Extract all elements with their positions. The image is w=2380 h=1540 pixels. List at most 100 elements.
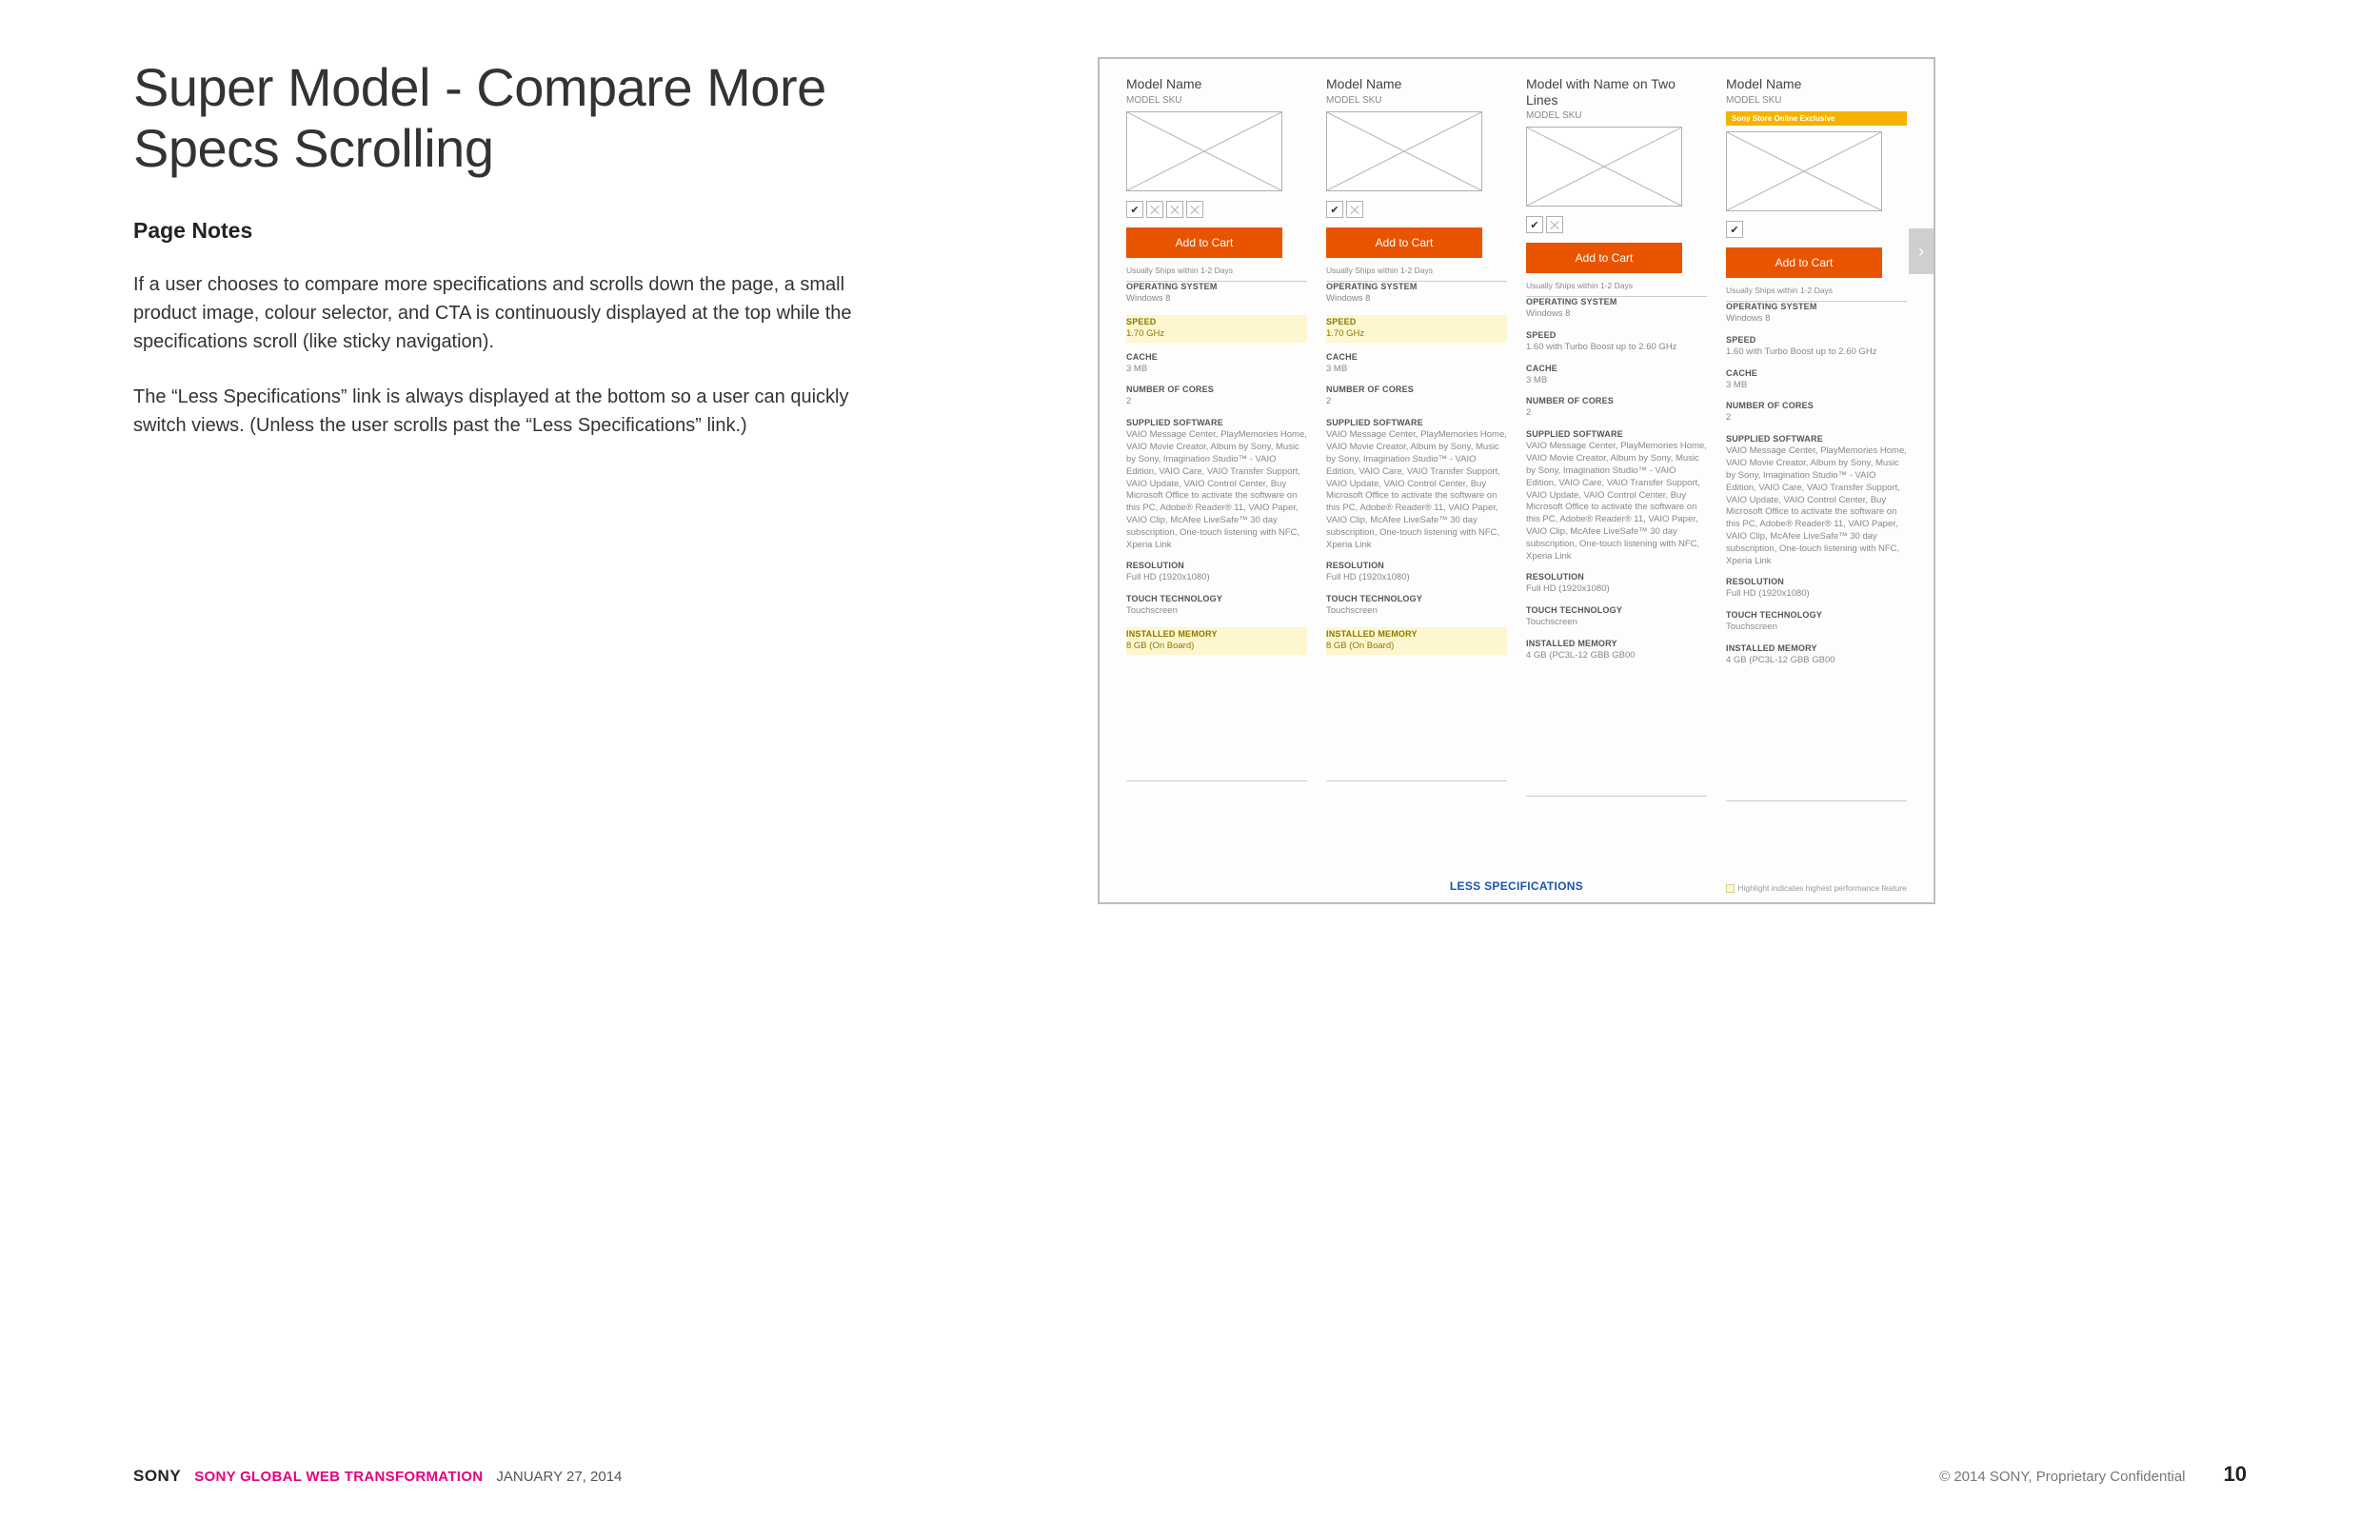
spec-value: Full HD (1920x1080) [1726, 588, 1907, 601]
shipping-note: Usually Ships within 1-2 Days [1326, 266, 1507, 275]
color-swatch[interactable] [1546, 216, 1563, 233]
spec-row: INSTALLED MEMORY 8 GB (On Board) [1326, 627, 1507, 655]
color-swatch-selected[interactable] [1126, 201, 1143, 218]
spec-row: OPERATING SYSTEMWindows 8 [1326, 281, 1507, 306]
spec-label: OPERATING SYSTEM [1326, 282, 1507, 291]
spec-row: SUPPLIED SOFTWAREVAIO Message Center, Pl… [1726, 434, 1907, 567]
product-image-placeholder [1526, 127, 1682, 207]
color-swatch-row [1126, 201, 1307, 218]
spec-scroll-region[interactable]: OPERATING SYSTEMWindows 8SPEED1.60 with … [1726, 301, 1907, 801]
spec-value: 2 [1126, 396, 1307, 408]
spec-value: Touchscreen [1726, 622, 1907, 634]
highlight-legend-text: Highlight indicates highest performance … [1737, 883, 1907, 893]
spec-label: RESOLUTION [1126, 561, 1307, 570]
spec-value: VAIO Message Center, PlayMemories Home, … [1126, 429, 1307, 551]
spec-row: SUPPLIED SOFTWARE VAIO Message Center, Pl… [1126, 418, 1307, 551]
spec-row: SPEED 1.70 GHz [1126, 315, 1307, 343]
spec-label: SPEED [1126, 317, 1307, 326]
add-to-cart-button[interactable]: Add to Cart [1326, 227, 1482, 258]
spec-row: RESOLUTIONFull HD (1920x1080) [1126, 561, 1307, 584]
spec-value: Touchscreen [1526, 617, 1707, 629]
spec-value: VAIO Message Center, PlayMemories Home, … [1326, 429, 1507, 551]
spec-label: INSTALLED MEMORY [1326, 629, 1507, 639]
notes-paragraph-2: The “Less Specifications” link is always… [133, 383, 857, 440]
spec-value: 3 MB [1126, 364, 1307, 376]
product-column: Model NameMODEL SKUAdd to CartUsually Sh… [1126, 76, 1307, 801]
spec-value: Touchscreen [1326, 605, 1507, 618]
spec-value: 3 MB [1526, 375, 1707, 387]
add-to-cart-button[interactable]: Add to Cart [1526, 243, 1682, 273]
add-to-cart-button[interactable]: Add to Cart [1126, 227, 1282, 258]
shipping-note: Usually Ships within 1-2 Days [1726, 286, 1907, 295]
spec-label: SUPPLIED SOFTWARE [1126, 418, 1307, 427]
exclusive-badge: Sony Store Online Exclusive [1726, 111, 1907, 126]
model-sku: MODEL SKU [1326, 95, 1507, 106]
spec-label: SPEED [1326, 317, 1507, 326]
spec-value: VAIO Message Center, PlayMemories Home, … [1726, 445, 1907, 567]
spec-value: 1.70 GHz [1126, 328, 1307, 341]
spec-label: TOUCH TECHNOLOGY [1126, 594, 1307, 603]
spec-value: Windows 8 [1126, 293, 1307, 306]
scroll-cutoff-line [1526, 796, 1707, 797]
scroll-cutoff-line [1326, 780, 1507, 781]
spec-row: INSTALLED MEMORY8 GB (On Board) [1126, 627, 1307, 655]
less-specifications-link[interactable]: LESS SPECIFICATIONS [1450, 879, 1583, 893]
shipping-note: Usually Ships within 1-2 Days [1126, 266, 1307, 275]
footer-page-number: 10 [2224, 1462, 2247, 1487]
spec-label: OPERATING SYSTEM [1126, 282, 1307, 291]
spec-label: TOUCH TECHNOLOGY [1526, 605, 1707, 615]
spec-row: SPEED1.60 with Turbo Boost up to 2.60 GH… [1726, 335, 1907, 359]
spec-value: 8 GB (On Board) [1126, 641, 1307, 653]
spec-row: NUMBER OF CORES2 [1726, 401, 1907, 424]
color-swatch-selected[interactable] [1326, 201, 1343, 218]
spec-value: VAIO Message Center, PlayMemories Home, … [1526, 441, 1707, 563]
color-swatch-selected[interactable] [1526, 216, 1543, 233]
spec-row: TOUCH TECHNOLOGY Touchscreen [1726, 610, 1907, 634]
page-title: Super Model - Compare More Specs Scrolli… [133, 57, 971, 180]
spec-scroll-region[interactable]: OPERATING SYSTEMWindows 8 SPEED1.60 with … [1526, 296, 1707, 797]
spec-row: NUMBER OF CORES 2 [1126, 385, 1307, 408]
product-column: Model NameMODEL SKUSony Store Online Exc… [1726, 76, 1907, 801]
spec-row: INSTALLED MEMORY4 GB (PC3L-12 GBB GB00 [1726, 643, 1907, 667]
add-to-cart-button[interactable]: Add to Cart [1726, 247, 1882, 278]
spec-scroll-region[interactable]: OPERATING SYSTEMWindows 8SPEED1.70 GHzCA… [1126, 281, 1307, 781]
model-name: Model with Name on Two Lines [1526, 76, 1707, 109]
color-swatch[interactable] [1186, 201, 1203, 218]
color-swatch[interactable] [1166, 201, 1183, 218]
spec-value: 2 [1726, 412, 1907, 424]
spec-scroll-region[interactable]: OPERATING SYSTEMWindows 8 SPEED 1.70 GHz CA… [1326, 281, 1507, 781]
spec-value: 2 [1326, 396, 1507, 408]
spec-label: TOUCH TECHNOLOGY [1726, 610, 1907, 620]
spec-value: Windows 8 [1726, 313, 1907, 326]
spec-row: SPEED1.60 with Turbo Boost up to 2.60 GH… [1526, 330, 1707, 354]
spec-label: RESOLUTION [1326, 561, 1507, 570]
model-sku: MODEL SKU [1126, 95, 1307, 106]
spec-label: INSTALLED MEMORY [1726, 643, 1907, 653]
spec-row: TOUCH TECHNOLOGYTouchscreen [1126, 594, 1307, 618]
spec-row: SUPPLIED SOFTWAREVAIO Message Center, Pl… [1526, 429, 1707, 563]
scroll-cutoff-line [1126, 780, 1307, 781]
spec-label: NUMBER OF CORES [1126, 385, 1307, 394]
spec-row: CACHE3 MB [1326, 352, 1507, 376]
footer-date: JANUARY 27, 2014 [496, 1469, 622, 1485]
spec-value: 2 [1526, 407, 1707, 420]
spec-label: SPEED [1526, 330, 1707, 340]
spec-row: OPERATING SYSTEMWindows 8 [1526, 296, 1707, 321]
color-swatch[interactable] [1346, 201, 1363, 218]
compare-grid: Model NameMODEL SKUAdd to CartUsually Sh… [1126, 76, 1907, 801]
color-swatch[interactable] [1146, 201, 1163, 218]
spec-label: INSTALLED MEMORY [1526, 639, 1707, 648]
color-swatch-selected[interactable] [1726, 221, 1743, 238]
spec-value: 8 GB (On Board) [1326, 641, 1507, 653]
spec-row: RESOLUTIONFull HD (1920x1080) [1526, 572, 1707, 596]
highlight-legend: Highlight indicates highest performance … [1726, 883, 1907, 893]
spec-row: SUPPLIED SOFTWAREVAIO Message Center, Pl… [1326, 418, 1507, 551]
product-column: Model NameMODEL SKUAdd to CartUsually Sh… [1326, 76, 1507, 801]
color-swatch-row [1526, 216, 1707, 233]
spec-row: TOUCH TECHNOLOGY Touchscreen [1526, 605, 1707, 629]
scroll-next-icon[interactable]: › [1909, 228, 1934, 274]
spec-label: RESOLUTION [1526, 572, 1707, 582]
spec-label: SUPPLIED SOFTWARE [1726, 434, 1907, 444]
spec-value: 1.70 GHz [1326, 328, 1507, 341]
left-column: Super Model - Compare More Specs Scrolli… [133, 57, 971, 466]
